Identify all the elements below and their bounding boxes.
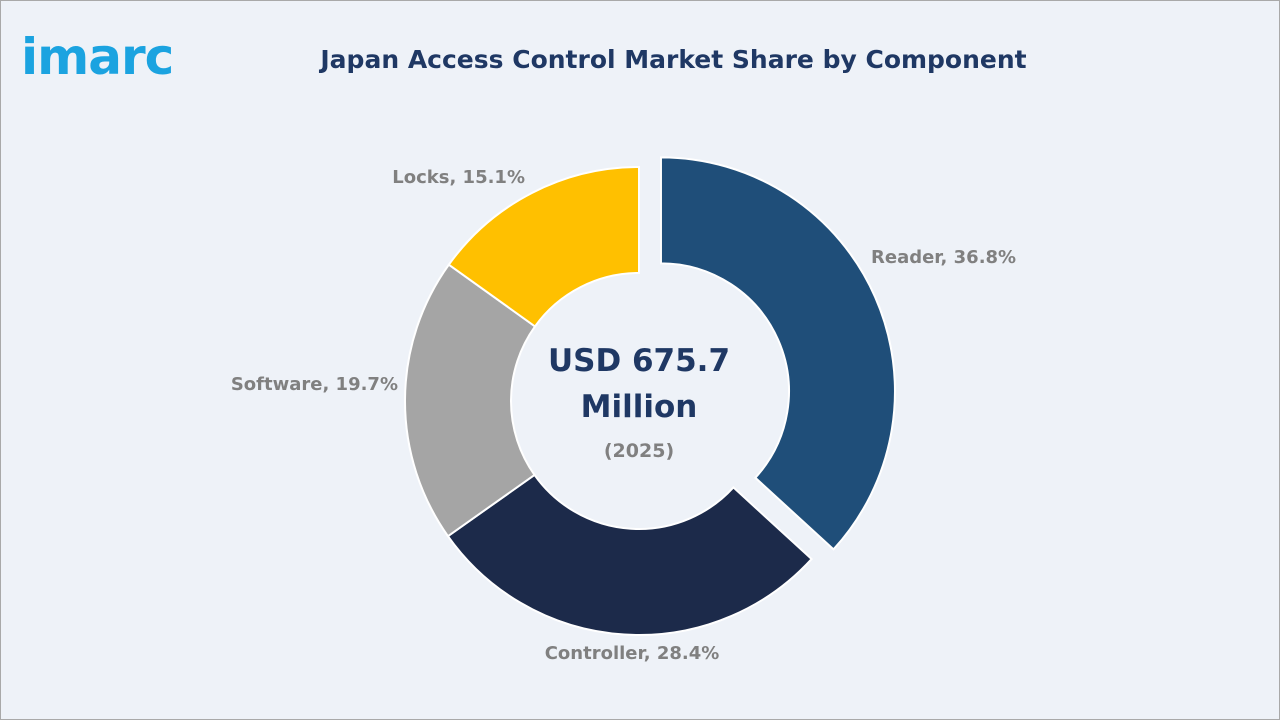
- donut-slices: [404, 156, 896, 636]
- chart-title: Japan Access Control Market Share by Com…: [320, 45, 1027, 74]
- center-total-unit: Million: [581, 389, 698, 425]
- slice-label-controller: Controller, 28.4%: [545, 643, 720, 664]
- slice-software: [404, 263, 537, 538]
- slice-labels: Reader, 36.8% Controller, 28.4% Software, …: [231, 167, 1016, 664]
- slice-locks: [447, 165, 640, 328]
- slice-label-locks: Locks, 15.1%: [392, 167, 525, 188]
- center-year: (2025): [604, 440, 674, 462]
- center-total-value: USD 675.7: [548, 343, 730, 379]
- slice-reader: [659, 156, 896, 551]
- slice-label-reader: Reader, 36.8%: [871, 247, 1016, 268]
- slice-controller: [446, 473, 813, 636]
- imarc-logo: imarc: [21, 28, 174, 86]
- slice-label-software: Software, 19.7%: [231, 374, 398, 395]
